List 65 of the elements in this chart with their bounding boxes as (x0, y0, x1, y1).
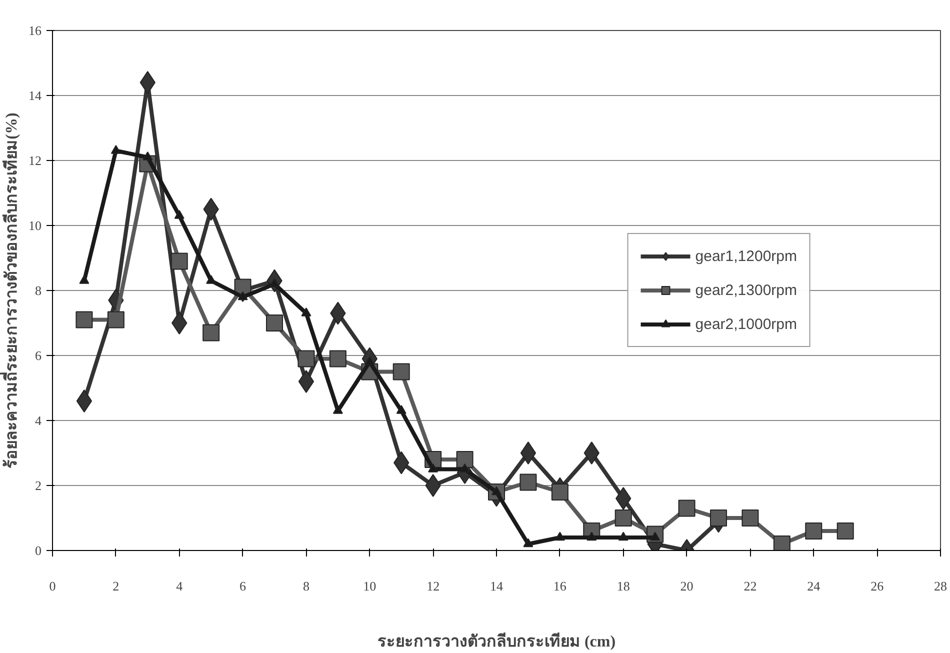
legend-label: gear1,1200rpm (695, 248, 797, 264)
point (174, 210, 184, 219)
y-tick-label: 12 (28, 153, 42, 168)
x-axis-title: ระยะการวางตัวกลีบกระเทียม (cm) (377, 632, 616, 650)
y-tick-label: 16 (28, 23, 42, 38)
point (76, 390, 92, 412)
y-tick-label: 8 (35, 283, 42, 298)
x-tick-label: 6 (240, 578, 247, 594)
point (76, 311, 93, 328)
x-tick-label: 8 (302, 578, 310, 594)
x-tick-label: 0 (49, 578, 56, 594)
point (554, 532, 565, 541)
y-tick-label: 2 (35, 478, 42, 493)
x-tick-label: 2 (112, 578, 120, 594)
x-tick-label: 28 (934, 578, 947, 594)
point (523, 538, 534, 548)
point (298, 350, 315, 368)
point (206, 275, 216, 284)
point (614, 510, 632, 526)
point (428, 464, 438, 472)
point (742, 510, 759, 526)
point (710, 510, 727, 526)
point (107, 311, 124, 328)
legend-label: gear2,1300rpm (695, 282, 797, 298)
point (520, 442, 536, 464)
point (805, 522, 822, 540)
point (551, 484, 568, 500)
point (396, 405, 406, 414)
point (301, 308, 312, 316)
x-tick-label: 16 (553, 578, 567, 594)
x-tick-label: 10 (363, 578, 376, 594)
x-tick-label: 24 (807, 578, 821, 594)
point (142, 152, 153, 160)
x-tick-label: 22 (744, 578, 757, 594)
point (170, 252, 188, 270)
x-tick-label: 18 (616, 578, 630, 594)
point (202, 324, 220, 342)
legend-label: gear2,1000rpm (695, 316, 797, 332)
x-tick-label: 20 (680, 578, 694, 594)
point (392, 363, 410, 380)
x-tick-label: 14 (490, 578, 504, 594)
y-axis-title: ร้อยละความถี่ระยะการวางตัวของกลีบกระเทียม(%) (0, 112, 20, 468)
y-tick-label: 0 (35, 543, 42, 558)
y-tick-label: 4 (35, 413, 42, 428)
y-tick-label: 6 (35, 348, 42, 363)
x-tick-label: 4 (176, 578, 184, 594)
point (836, 522, 854, 540)
point (586, 532, 597, 541)
point (773, 536, 790, 550)
point (332, 405, 343, 414)
y-tick-label: 14 (28, 88, 42, 103)
y-tick-label: 10 (28, 218, 42, 233)
point (456, 451, 474, 468)
point (110, 145, 121, 154)
point (678, 500, 696, 517)
point (329, 350, 346, 368)
point (520, 474, 537, 491)
x-tick-label: 26 (870, 578, 884, 594)
point (298, 370, 314, 393)
point (460, 464, 470, 472)
point (79, 275, 90, 284)
point (266, 314, 283, 332)
x-tick-label: 12 (426, 578, 440, 594)
point (618, 532, 628, 541)
point (238, 291, 248, 300)
